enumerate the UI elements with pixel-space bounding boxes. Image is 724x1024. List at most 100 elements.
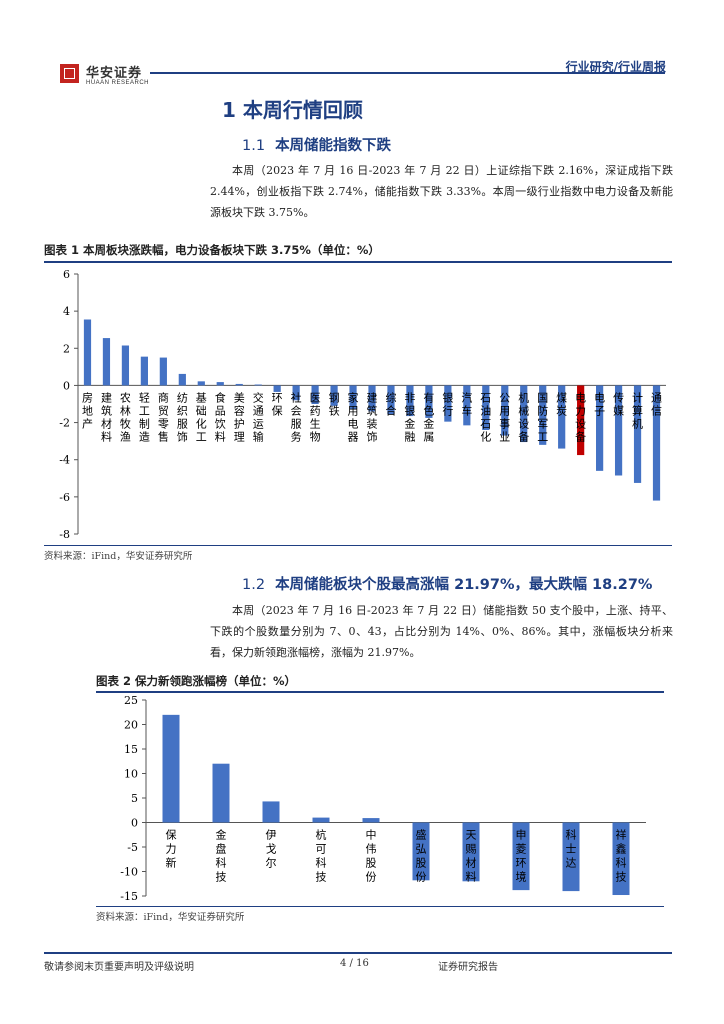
x-tick-char: 杭 bbox=[316, 828, 327, 842]
subsection-number-1: 1.1 bbox=[242, 138, 266, 154]
paragraph-1-text: 本周（2023 年 7 月 16 日-2023 年 7 月 22 日）上证综指下… bbox=[210, 164, 673, 219]
x-tick-char: 弘 bbox=[416, 843, 427, 856]
bar-综合 bbox=[387, 385, 395, 415]
bar-金盘科技 bbox=[212, 763, 230, 823]
x-tick-char: 通 bbox=[651, 391, 662, 404]
x-tick-char: 盘 bbox=[216, 842, 227, 856]
x-tick-char: 医 bbox=[310, 391, 321, 404]
x-tick-char: 环 bbox=[516, 857, 527, 870]
bar-电力设备 bbox=[577, 385, 585, 456]
bar-国防军工 bbox=[539, 385, 547, 445]
bar-建筑材料 bbox=[102, 338, 111, 386]
x-tick-char: 业 bbox=[499, 430, 510, 443]
x-tick-char: 合 bbox=[385, 403, 396, 417]
x-tick-char: 保 bbox=[166, 828, 177, 842]
x-tick-char: 建 bbox=[101, 390, 112, 404]
y-tick-label: 10 bbox=[124, 768, 138, 781]
y-tick-label: -15 bbox=[120, 890, 138, 903]
subsection-title-1: 1.1 本周储能指数下跌 bbox=[242, 134, 391, 155]
bar-环保 bbox=[273, 385, 281, 392]
bar-基础化工 bbox=[197, 381, 205, 386]
x-tick-char: 环 bbox=[272, 391, 283, 404]
x-tick-char: 设 bbox=[575, 417, 586, 430]
bar-传媒 bbox=[614, 385, 623, 476]
x-tick-char: 科 bbox=[566, 828, 577, 842]
y-tick-label: -4 bbox=[59, 454, 70, 467]
footer-rule bbox=[44, 952, 672, 954]
x-tick-label: 保力新 bbox=[166, 828, 177, 870]
figure2-bottom-rule bbox=[96, 906, 664, 907]
x-tick-char: 新 bbox=[166, 856, 177, 870]
x-tick-char: 赐 bbox=[466, 843, 477, 856]
x-tick-char: 融 bbox=[404, 430, 415, 443]
x-tick-char: 算 bbox=[632, 403, 643, 417]
x-tick-char: 信 bbox=[651, 404, 662, 417]
x-tick-char: 器 bbox=[348, 430, 359, 443]
bar-祥鑫科技 bbox=[612, 822, 630, 896]
x-tick-char: 品 bbox=[215, 404, 226, 417]
x-tick-char: 材 bbox=[101, 416, 112, 430]
x-tick-char: 交 bbox=[253, 390, 264, 404]
bar-天赐材料 bbox=[462, 822, 480, 882]
x-tick-char: 技 bbox=[616, 871, 627, 884]
page-number: 4 / 16 bbox=[340, 958, 369, 969]
x-tick-char: 渔 bbox=[120, 430, 131, 443]
x-tick-label: 通信 bbox=[651, 391, 662, 417]
x-tick-char: 贸 bbox=[158, 404, 169, 417]
x-tick-char: 色 bbox=[423, 403, 434, 417]
x-tick-char: 公 bbox=[499, 391, 510, 404]
x-tick-label: 电力设备 bbox=[575, 391, 586, 443]
x-tick-char: 伟 bbox=[366, 843, 377, 856]
x-tick-char: 金 bbox=[404, 416, 415, 430]
x-tick-char: 事 bbox=[499, 417, 510, 430]
x-tick-char: 地 bbox=[82, 404, 93, 417]
x-tick-char: 容 bbox=[234, 403, 245, 417]
x-tick-char: 础 bbox=[196, 404, 207, 417]
x-tick-char: 综 bbox=[385, 390, 396, 404]
x-tick-char: 可 bbox=[316, 843, 327, 856]
x-tick-char: 车 bbox=[461, 403, 472, 417]
x-tick-char: 石 bbox=[480, 417, 491, 430]
x-tick-char: 食 bbox=[215, 390, 226, 404]
figure1-title: 图表 1 本周板块涨跌幅，电力设备板块下跌 3.75%（单位：%） bbox=[44, 243, 380, 257]
x-tick-char: 盛 bbox=[416, 828, 427, 842]
figure2-source: 资料来源：iFind，华安证券研究所 bbox=[96, 912, 245, 923]
x-tick-char: 售 bbox=[158, 429, 169, 443]
x-tick-char: 军 bbox=[537, 417, 548, 430]
bar-汽车 bbox=[463, 385, 471, 426]
x-tick-char: 银 bbox=[442, 390, 453, 404]
x-tick-char: 炭 bbox=[556, 404, 567, 417]
y-tick-label: 4 bbox=[63, 305, 70, 318]
bar-杭可科技 bbox=[312, 817, 330, 823]
bar-银行 bbox=[444, 385, 452, 422]
bar-房地产 bbox=[83, 319, 92, 386]
bar-计算机 bbox=[633, 385, 642, 483]
y-tick-label: -5 bbox=[127, 841, 138, 854]
x-tick-char: 子 bbox=[594, 404, 605, 417]
x-tick-char: 传 bbox=[613, 391, 624, 404]
bar-机械设备 bbox=[520, 385, 528, 443]
bar-伊戈尔 bbox=[262, 801, 280, 823]
x-tick-char: 力 bbox=[166, 843, 177, 856]
bar-社会服务 bbox=[292, 385, 300, 401]
x-tick-char: 务 bbox=[291, 430, 302, 443]
x-tick-char: 银 bbox=[404, 403, 415, 417]
bar-建筑装饰 bbox=[368, 385, 376, 412]
figure2-title: 图表 2 保力新领跑涨幅榜（单位：%） bbox=[96, 674, 297, 688]
x-tick-char: 社 bbox=[291, 390, 302, 404]
x-tick-char: 料 bbox=[215, 429, 226, 443]
x-tick-label: 煤炭 bbox=[556, 391, 567, 417]
y-tick-label: -10 bbox=[120, 866, 138, 879]
x-tick-char: 天 bbox=[466, 829, 477, 842]
report-type-tag: 行业研究/行业周报 bbox=[565, 60, 666, 74]
x-tick-char: 织 bbox=[177, 404, 188, 417]
x-tick-char: 戈 bbox=[266, 843, 277, 856]
